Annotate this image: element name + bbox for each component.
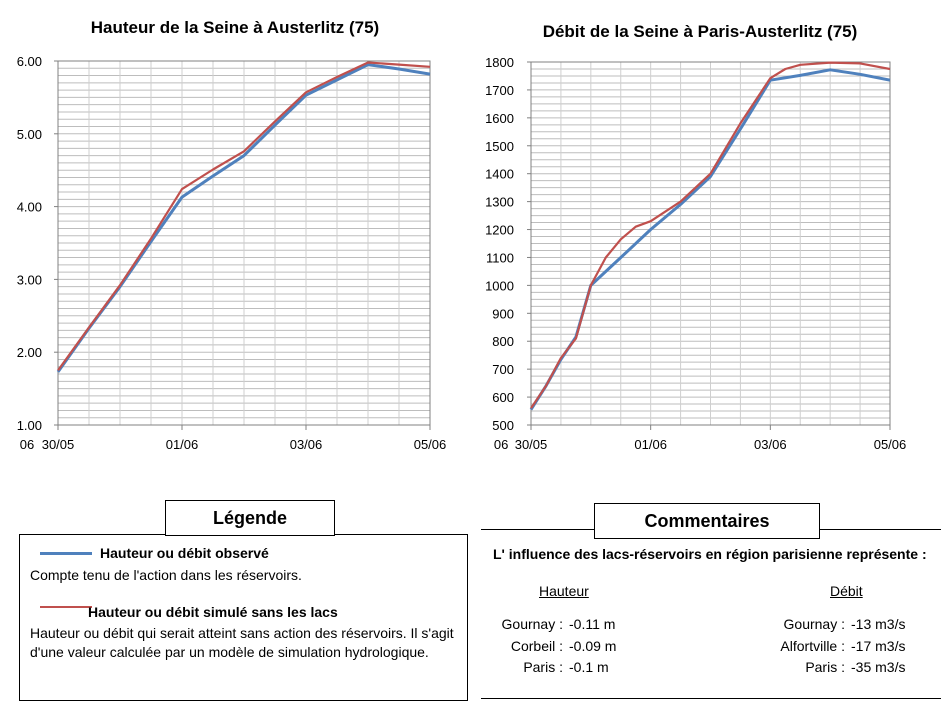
- y-tick-label: 1000: [485, 278, 514, 293]
- legend-observed-swatch: [40, 552, 92, 555]
- hauteur-row-value: -0.11 m: [569, 616, 616, 632]
- y-tick-label: 700: [492, 362, 514, 377]
- x-tick-label: 03/06: [290, 437, 323, 452]
- debit-row-label: Gournay :: [783, 616, 845, 632]
- hauteur-row-label: Paris :: [523, 659, 563, 675]
- x-tick-label: 05/06: [874, 437, 907, 452]
- y-tick-label: 1500: [485, 139, 514, 154]
- chart-title-debit: Débit de la Seine à Paris-Austerlitz (75…: [542, 22, 858, 41]
- y-tick-label: 600: [492, 390, 514, 405]
- plot-frame: [57, 60, 431, 426]
- x-tick-label: 30/05: [42, 437, 75, 452]
- x-tick-label: 03/06: [754, 437, 787, 452]
- hauteur-column-heading: Hauteur: [539, 583, 589, 599]
- y-tick-label: 1800: [485, 55, 514, 70]
- comments-header: Commentaires: [594, 503, 820, 539]
- debit-row-value: -13 m3/s: [851, 616, 906, 632]
- y-tick-label: 3.00: [17, 272, 42, 287]
- hauteur-row-label: Gournay :: [501, 616, 563, 632]
- x-tick-label: 01/06: [166, 437, 199, 452]
- x-tick-label: 30/05: [515, 437, 548, 452]
- y-tick-label: 2.00: [17, 345, 42, 360]
- y-tick-label: 1700: [485, 83, 514, 98]
- series-line-simulated: [57, 61, 431, 372]
- x-tick-label: 05/06: [414, 437, 447, 452]
- legend-simulated-text: Hauteur ou débit qui serait atteint sans…: [30, 625, 454, 660]
- debit-row-label: Alfortville :: [780, 638, 845, 654]
- debit-row-value: -17 m3/s: [851, 638, 906, 654]
- y-tick-label: 500: [492, 418, 514, 433]
- y-tick-label: 1400: [485, 167, 514, 182]
- legend-header-label: Légende: [212, 507, 287, 528]
- y-tick-label: 1100: [486, 250, 514, 265]
- legend-observed-title: Hauteur ou débit observé: [100, 545, 269, 561]
- y-tick-label: 800: [492, 334, 514, 349]
- y-tick-label: 5.00: [17, 127, 42, 142]
- legend-header: Légende: [165, 500, 335, 536]
- y-tick-label: 1600: [485, 111, 514, 126]
- y-tick-label: 1200: [485, 223, 514, 238]
- plot-frame: [530, 61, 891, 426]
- x-tick-label: 06: [494, 437, 508, 452]
- hauteur-row-value: -0.1 m: [569, 659, 609, 675]
- comments-intro: L' influence des lacs-réservoirs en régi…: [493, 546, 927, 562]
- y-tick-label: 900: [492, 306, 514, 321]
- debit-column-heading: Débit: [830, 583, 863, 599]
- series-line-simulated: [530, 61, 891, 409]
- debit-row-label: Paris :: [805, 659, 845, 675]
- hauteur-row-label: Corbeil :: [510, 638, 563, 654]
- y-tick-label: 1300: [485, 195, 514, 210]
- hauteur-row-value: -0.09 m: [569, 638, 617, 654]
- x-tick-label: 06: [20, 437, 34, 452]
- y-tick-label: 4.00: [17, 200, 42, 215]
- legend-simulated-title: Hauteur ou débit simulé sans les lacs: [88, 604, 338, 620]
- x-tick-label: 01/06: [634, 437, 667, 452]
- y-tick-label: 6.00: [17, 54, 42, 69]
- debit-row-value: -35 m3/s: [851, 659, 906, 675]
- comments-header-label: Commentaires: [644, 510, 770, 531]
- y-tick-label: 1.00: [17, 418, 42, 433]
- legend-observed-text: Compte tenu de l'action dans les réservo…: [30, 567, 302, 583]
- charts-canvas: 1.00 2.00 3.00 4.00 5.00 6.00 06 30/05 01/06 03/0…: [17, 54, 907, 452]
- chart-title-hauteur: Hauteur de la Seine à Austerlitz (75): [90, 18, 380, 37]
- legend-simulated-swatch: [40, 606, 92, 608]
